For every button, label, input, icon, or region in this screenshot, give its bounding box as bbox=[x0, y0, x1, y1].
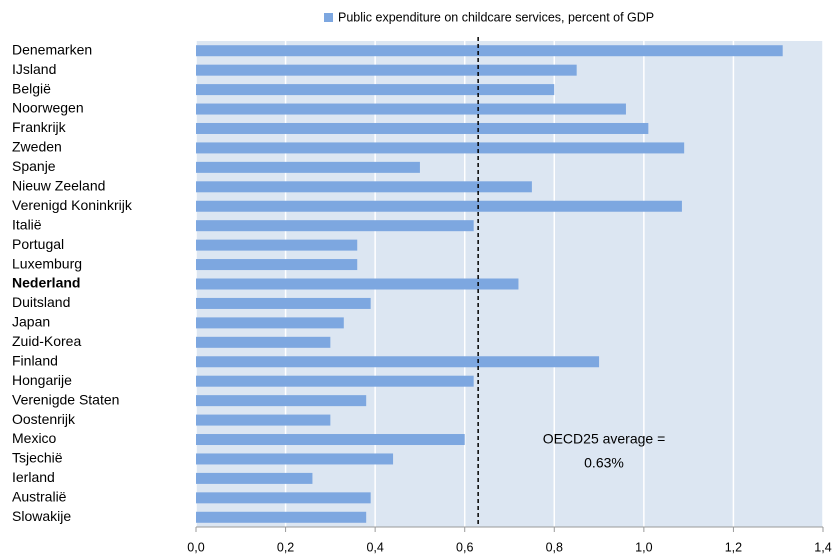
bar bbox=[196, 472, 313, 484]
y-tick-label: Australië bbox=[12, 489, 67, 505]
bar bbox=[196, 453, 394, 465]
bar bbox=[196, 395, 367, 407]
x-tick-label: 0,4 bbox=[366, 540, 383, 554]
y-tick-label: Frankrijk bbox=[12, 119, 67, 135]
bar bbox=[196, 259, 358, 271]
y-tick-label: Denemarken bbox=[12, 41, 92, 57]
y-tick-label: Zuid-Korea bbox=[12, 333, 81, 349]
y-tick-label: Verenigde Staten bbox=[12, 391, 119, 407]
bar bbox=[196, 317, 344, 329]
x-tick-label: 1,4 bbox=[814, 540, 831, 554]
bar bbox=[196, 336, 331, 348]
bar bbox=[196, 511, 367, 523]
y-tick-label: Mexico bbox=[12, 430, 57, 446]
bar bbox=[196, 200, 682, 212]
y-tick-label: Noorwegen bbox=[12, 100, 84, 116]
bar bbox=[196, 103, 626, 115]
y-tick-label: Hongarije bbox=[12, 372, 72, 388]
annotation: OECD25 average = bbox=[543, 431, 666, 447]
y-tick-label: Duitsland bbox=[12, 294, 70, 310]
x-tick-label: 1,2 bbox=[725, 540, 742, 554]
bar bbox=[196, 220, 474, 232]
y-tick-label: Oostenrijk bbox=[12, 411, 76, 427]
y-tick-label: Nederland bbox=[12, 275, 80, 291]
legend-swatch bbox=[324, 13, 333, 22]
y-tick-label: Luxemburg bbox=[12, 255, 82, 271]
y-tick-label: Ierland bbox=[12, 469, 55, 485]
bar bbox=[196, 434, 465, 446]
y-tick-label: Verenigd Koninkrijk bbox=[12, 197, 133, 213]
x-tick-label: 0,0 bbox=[187, 540, 204, 554]
y-tick-label: Zweden bbox=[12, 139, 62, 155]
bar bbox=[196, 297, 371, 309]
y-tick-label: IJsland bbox=[12, 61, 56, 77]
bar bbox=[196, 414, 331, 426]
bar bbox=[196, 84, 555, 96]
bar bbox=[196, 161, 420, 173]
y-tick-label: Portugal bbox=[12, 236, 64, 252]
annotation-value: 0.63% bbox=[584, 455, 624, 471]
bar bbox=[196, 122, 649, 134]
y-tick-label: Spanje bbox=[12, 158, 56, 174]
x-tick-label: 0,6 bbox=[456, 540, 473, 554]
y-tick-label: Slowakije bbox=[12, 508, 71, 524]
bar bbox=[196, 64, 577, 76]
y-tick-label: België bbox=[12, 80, 51, 96]
x-tick-label: 0,8 bbox=[546, 540, 563, 554]
bar bbox=[196, 45, 783, 57]
bar bbox=[196, 239, 358, 251]
bar bbox=[196, 375, 474, 387]
legend-label: Public expenditure on childcare services… bbox=[338, 10, 654, 24]
bar bbox=[196, 356, 600, 368]
y-tick-label: Tsjechië bbox=[12, 450, 63, 466]
bar bbox=[196, 142, 685, 154]
y-tick-label: Italië bbox=[12, 216, 42, 232]
bar bbox=[196, 181, 532, 193]
x-tick-label: 1,0 bbox=[635, 540, 652, 554]
y-tick-label: Finland bbox=[12, 352, 58, 368]
bar bbox=[196, 492, 371, 504]
bar bbox=[196, 278, 519, 290]
x-tick-label: 0,2 bbox=[277, 540, 294, 554]
y-tick-label: Japan bbox=[12, 314, 50, 330]
y-tick-label: Nieuw Zeeland bbox=[12, 178, 105, 194]
